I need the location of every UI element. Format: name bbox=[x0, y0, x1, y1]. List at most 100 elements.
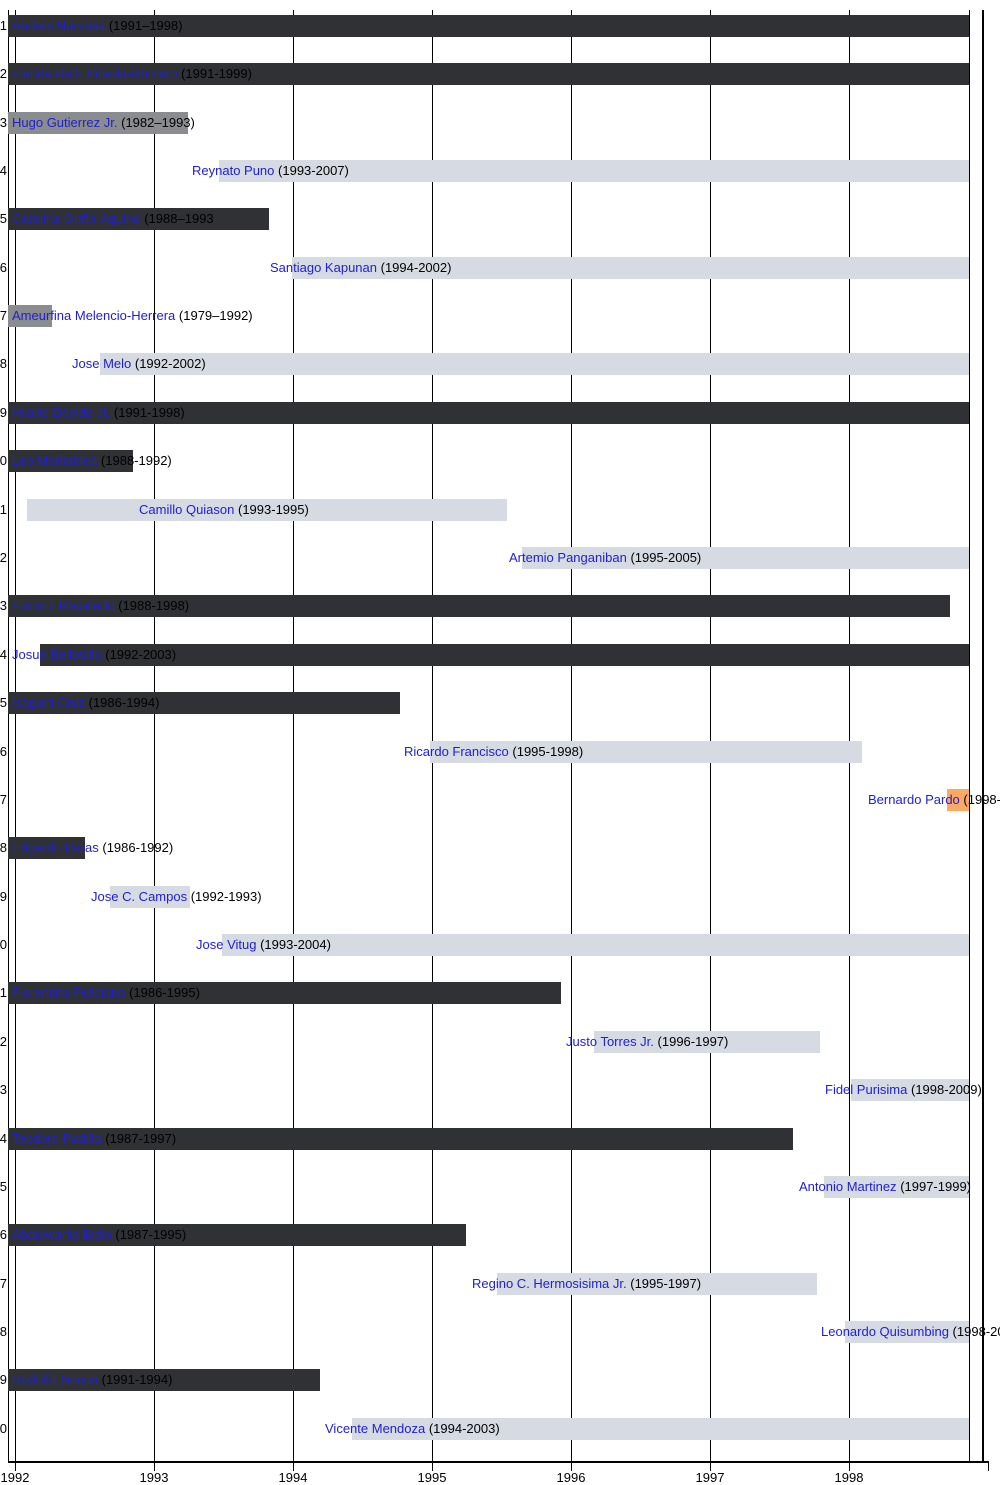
justice-name-link[interactable]: Ameurfina Melencio-Herrera bbox=[12, 308, 176, 323]
justice-name-link[interactable]: Andres Narvasa bbox=[12, 18, 106, 33]
axis-tick bbox=[571, 1462, 572, 1471]
justice-name-link[interactable]: Artemio Panganiban bbox=[509, 550, 627, 565]
justice-name-link[interactable]: Hugo Gutierrez Jr. bbox=[12, 115, 118, 130]
tenure-bar bbox=[222, 934, 969, 956]
tenure-dates: (1988-1992) bbox=[100, 453, 172, 468]
justice-label: Florenz Regalado (1988-1998) bbox=[12, 598, 189, 614]
right-spine bbox=[982, 10, 984, 1461]
axis-tick bbox=[710, 1462, 711, 1471]
justice-label: Jose Melo (1992-2002) bbox=[72, 356, 206, 372]
justice-name-link[interactable]: Rodolfo Nocon bbox=[12, 1372, 98, 1387]
tenure-bar bbox=[594, 1031, 820, 1053]
justice-name-link[interactable]: Flerida Ruth Pineda-Romero bbox=[12, 66, 178, 81]
justice-name-link[interactable]: Bernardo Pardo bbox=[868, 792, 960, 807]
justice-name-link[interactable]: Jose Melo bbox=[72, 356, 132, 371]
justice-label: Hugo Gutierrez Jr. (1982–1993) bbox=[12, 115, 195, 131]
justice-name-link[interactable]: Antonio Martinez bbox=[799, 1179, 897, 1194]
row-number: 25 bbox=[0, 1179, 7, 1194]
tenure-dates: (1994-2003) bbox=[428, 1421, 500, 1436]
axis-tick bbox=[988, 1462, 989, 1471]
justice-name-link[interactable]: Carolina Griño-Aquino bbox=[12, 211, 141, 226]
axis-tick bbox=[293, 1462, 294, 1471]
row-number: 26 bbox=[0, 1227, 7, 1242]
x-axis-label: 1992 bbox=[0, 1470, 30, 1485]
justice-name-link[interactable]: Reynato Puno bbox=[192, 163, 275, 178]
tenure-dates: (1992-2002) bbox=[134, 356, 206, 371]
axis-tick bbox=[154, 1462, 155, 1471]
axis-tick bbox=[849, 1462, 850, 1471]
row-number: 22 bbox=[0, 1034, 7, 1049]
justice-name-link[interactable]: Regino C. Hermosisima Jr. bbox=[472, 1276, 627, 1291]
justice-name-link[interactable]: Camillo Quiason bbox=[139, 502, 235, 517]
tenure-dates: (1992-2003) bbox=[105, 647, 177, 662]
tenure-dates: (1991–1998) bbox=[108, 18, 183, 33]
tenure-dates: (1979–1992) bbox=[178, 308, 253, 323]
justice-name-link[interactable]: Josue Bellosillo bbox=[12, 647, 102, 662]
justice-name-link[interactable]: Leo Medialdea bbox=[12, 453, 98, 468]
justice-label: Reynato Puno (1993-2007) bbox=[192, 163, 349, 179]
justice-label: Santiago Kapunan (1994-2002) bbox=[270, 260, 451, 276]
justice-name-link[interactable]: Jose Vitug bbox=[196, 937, 257, 952]
tenure-dates: (1992-1993) bbox=[190, 889, 262, 904]
row-number: 3 bbox=[0, 115, 7, 130]
gridline-1998 bbox=[849, 10, 850, 1461]
tenure-bar bbox=[8, 15, 969, 37]
tenure-bar bbox=[8, 982, 561, 1004]
justice-name-link[interactable]: Isagani Cruz bbox=[12, 695, 85, 710]
justice-label: Edgardo Paras (1986-1992) bbox=[12, 840, 173, 856]
justice-name-link[interactable]: Justo Torres Jr. bbox=[566, 1034, 654, 1049]
row-number: 5 bbox=[0, 211, 7, 226]
justice-label: Rodolfo Nocon (1991-1994) bbox=[12, 1372, 172, 1388]
tenure-dates: (1988–1993 bbox=[144, 211, 214, 226]
justice-label: Josue Bellosillo (1992-2003) bbox=[12, 647, 176, 663]
row-number: 14 bbox=[0, 647, 7, 662]
tenure-bar bbox=[845, 1321, 969, 1343]
tenure-bar bbox=[824, 1176, 969, 1198]
justice-name-link[interactable]: Leonardo Quisumbing bbox=[821, 1324, 949, 1339]
tenure-bar bbox=[947, 789, 969, 811]
justice-name-link[interactable]: Florenz Regalado bbox=[12, 598, 115, 613]
tenure-bar bbox=[8, 112, 188, 134]
justice-label: Jose C. Campos (1992-1993) bbox=[91, 889, 262, 905]
justice-label: Antonio Martinez (1997-1999) bbox=[799, 1179, 971, 1195]
justice-label: Bernardo Pardo (1998-2002) bbox=[868, 792, 1000, 808]
justice-label: Florentino Feliciano (1986-1995) bbox=[12, 985, 200, 1001]
row-number: 28 bbox=[0, 1324, 7, 1339]
row-number: 17 bbox=[0, 792, 7, 807]
justice-name-link[interactable]: Vicente Mendoza bbox=[325, 1421, 426, 1436]
tenure-bar bbox=[8, 1128, 793, 1150]
justice-label: Andres Narvasa (1991–1998) bbox=[12, 18, 183, 34]
justice-label: Justo Torres Jr. (1996-1997) bbox=[566, 1034, 728, 1050]
tenure-bar bbox=[352, 1418, 969, 1440]
justice-name-link[interactable]: Santiago Kapunan bbox=[270, 260, 377, 275]
justice-name-link[interactable]: Teodoro Padilla bbox=[12, 1131, 102, 1146]
tenure-dates: (1996-1997) bbox=[657, 1034, 729, 1049]
justice-label: Teodoro Padilla (1987-1997) bbox=[12, 1131, 176, 1147]
tenure-dates: (1995-2005) bbox=[630, 550, 702, 565]
tenure-dates: (1986-1992) bbox=[102, 840, 174, 855]
tenure-bar bbox=[522, 547, 969, 569]
justice-label: Ameurfina Melencio-Herrera (1979–1992) bbox=[12, 308, 253, 324]
tenure-bar bbox=[40, 644, 969, 666]
gridline-1992 bbox=[15, 10, 16, 1461]
tenure-bar bbox=[497, 1273, 817, 1295]
justice-name-link[interactable]: Florentino Feliciano bbox=[12, 985, 126, 1000]
row-number: 23 bbox=[0, 1082, 7, 1097]
row-number: 18 bbox=[0, 840, 7, 855]
row-number: 11 bbox=[0, 502, 7, 517]
justice-label: Ricardo Francisco (1995-1998) bbox=[404, 744, 583, 760]
justice-name-link[interactable]: Ricardo Francisco bbox=[404, 744, 509, 759]
tenure-dates: (1987-1995) bbox=[115, 1227, 187, 1242]
row-number: 21 bbox=[0, 985, 7, 1000]
justice-name-link[interactable]: Jose C. Campos bbox=[91, 889, 188, 904]
tenure-dates: (1993-2007) bbox=[278, 163, 349, 178]
tenure-dates: (1986-1995) bbox=[129, 985, 200, 1000]
x-axis-line bbox=[8, 1461, 989, 1463]
tenure-dates: (1991-1999) bbox=[181, 66, 252, 81]
justice-name-link[interactable]: Fidel Purisima bbox=[825, 1082, 908, 1097]
justice-name-link[interactable]: Abdulwahid Bidin bbox=[12, 1227, 112, 1242]
justice-name-link[interactable]: Edgardo Paras bbox=[12, 840, 99, 855]
justice-name-link[interactable]: Hilario Davide Jr. bbox=[12, 405, 111, 420]
row-number: 6 bbox=[0, 260, 7, 275]
tenure-bar bbox=[8, 692, 400, 714]
